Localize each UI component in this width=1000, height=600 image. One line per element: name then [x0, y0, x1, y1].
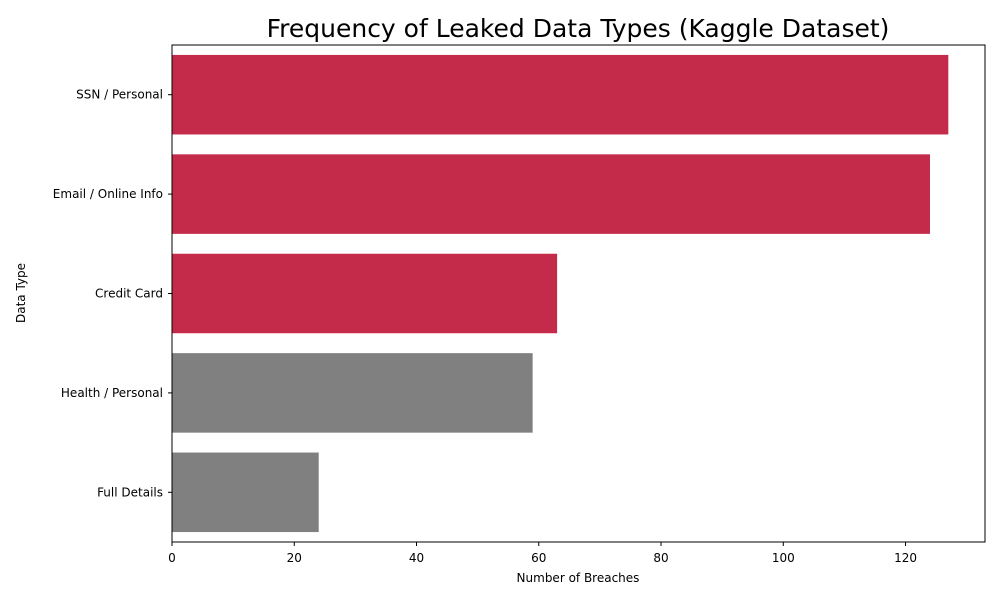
y-tick-label: Health / Personal: [61, 386, 163, 400]
bar-0: [172, 54, 949, 135]
bar-2: [172, 253, 558, 334]
x-tick-label: 120: [894, 551, 917, 565]
x-tick-label: 100: [772, 551, 795, 565]
bar-3: [172, 353, 533, 433]
chart-title: Frequency of Leaked Data Types (Kaggle D…: [267, 14, 890, 43]
bar-1: [172, 154, 930, 234]
bars-layer: [172, 54, 949, 533]
y-tick-label: Full Details: [97, 485, 163, 499]
x-tick-label: 0: [168, 551, 176, 565]
x-tick-label: 40: [409, 551, 424, 565]
y-tick-label: Email / Online Info: [53, 187, 163, 201]
y-axis: SSN / Personal Email / Online Info Credit …: [53, 88, 172, 499]
x-axis: 0 20 40 60 80 100 120: [168, 542, 917, 565]
x-tick-label: 60: [531, 551, 546, 565]
x-tick-label: 20: [287, 551, 302, 565]
y-tick-label: SSN / Personal: [76, 88, 163, 102]
x-axis-title: Number of Breaches: [517, 571, 640, 585]
y-axis-title: Data Type: [14, 263, 28, 323]
bar-4: [172, 452, 319, 533]
x-tick-label: 80: [653, 551, 668, 565]
y-tick-label: Credit Card: [95, 287, 163, 301]
